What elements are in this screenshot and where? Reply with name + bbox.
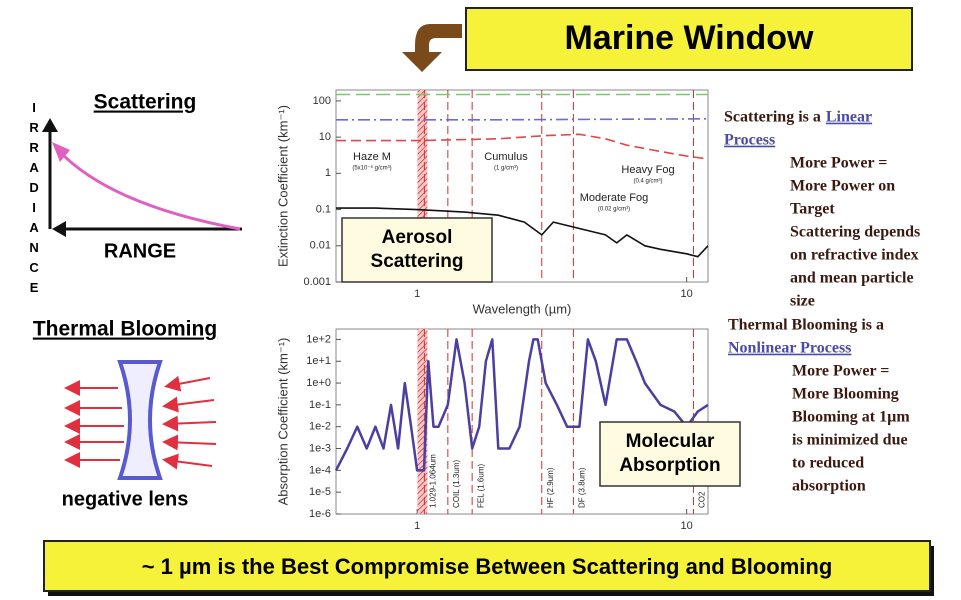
note-link: Linear [826, 109, 872, 126]
label-box-text: Molecular [626, 431, 715, 452]
y-tick-label: 1e-6 [309, 508, 331, 520]
series-density: (1 g/cm³) [494, 166, 518, 172]
scattering-title: Scattering [94, 91, 197, 114]
note-line: to reduced [792, 455, 864, 472]
series-label: Haze M [353, 151, 391, 163]
y-axis-label: Extinction Coefficient (km⁻¹) [275, 105, 290, 267]
title: Marine Window [564, 19, 814, 57]
x-axis-label: Wavelength (µm) [473, 301, 572, 316]
y-tick-label: 0.01 [310, 240, 331, 252]
series-label: Cumulus [484, 151, 528, 163]
note-line: More Power on [790, 178, 895, 195]
label-box-text: Absorption [619, 455, 720, 476]
y-tick-label: 1e-5 [309, 486, 331, 498]
note-line: is minimized due [792, 432, 908, 449]
laser-label: CO2 [698, 491, 707, 508]
y-tick-label: 1e-3 [309, 442, 331, 454]
y-tick-label: 0.001 [303, 276, 331, 288]
x-tick-label: 10 [681, 288, 693, 300]
series-label: Heavy Fog [621, 164, 674, 176]
label-box-text: Aerosol [382, 227, 453, 248]
y-tick-label: 10 [319, 131, 331, 143]
laser-label: 1.029-1.064um [429, 454, 438, 508]
slide: Marine Window Scattering IRRADIANCE RANG… [0, 0, 961, 600]
note-line: Scattering depends [790, 224, 920, 241]
laser-label: DF (3.8um) [578, 467, 587, 508]
x-tick-label: 10 [681, 520, 693, 532]
note-line: size [790, 293, 815, 310]
note-line: absorption [792, 478, 866, 495]
series-density: (0.02 g/cm³) [598, 207, 630, 213]
negative-lens [120, 362, 160, 478]
note-link: Nonlinear Process [728, 340, 851, 357]
laser-label: FEL (1.6um) [476, 464, 485, 508]
note-link: Process [724, 132, 775, 149]
note-line: More Blooming [792, 386, 899, 403]
series-density: (0.4 g/cm³) [633, 179, 662, 185]
y-tick-label: 1e+0 [306, 377, 331, 389]
note-line: and mean particle [790, 270, 914, 287]
note-line: Blooming at 1µm [792, 409, 910, 426]
range-label: RANGE [104, 240, 176, 262]
note-line: More Power = [790, 155, 887, 172]
x-tick-label: 1 [414, 288, 420, 300]
laser-label: COIL (1.3um) [452, 460, 461, 508]
y-tick-label: 100 [313, 95, 331, 107]
note-line: on refractive index [790, 247, 919, 264]
note-lead: Scattering is a [724, 109, 821, 126]
blooming-title: Thermal Blooming [33, 318, 217, 341]
note-line: More Power = [792, 363, 889, 380]
label-box-text: Scattering [371, 251, 464, 272]
y-tick-label: 1e-4 [309, 464, 331, 476]
irradiance-curve [58, 150, 240, 229]
axis-arrowhead [42, 118, 58, 132]
series-label: Moderate Fog [580, 192, 648, 204]
note-line: Target [790, 201, 835, 218]
note-lead: Thermal Blooming is a [728, 317, 884, 334]
laser-label: HF (2.9um) [546, 467, 555, 508]
series-density: (5x10⁻⁶ g/cm³) [352, 165, 391, 172]
footer-text: ~ 1 µm is the Best Compromise Between Sc… [142, 554, 833, 579]
y-tick-label: 1e-2 [309, 421, 331, 433]
y-tick-label: 1 [325, 167, 331, 179]
lens-caption: negative lens [62, 488, 189, 510]
header-arrow [402, 24, 462, 72]
y-axis-label: Absorption Coefficient (km⁻¹) [275, 338, 290, 506]
x-tick-label: 1 [414, 520, 420, 532]
y-tick-label: 1e+2 [306, 333, 331, 345]
axis-arrowhead [52, 221, 66, 237]
y-tick-label: 1e-1 [309, 399, 331, 411]
y-tick-label: 0.1 [316, 203, 331, 215]
irradiance-label: IRRADIANCE [27, 100, 42, 300]
y-tick-label: 1e+1 [306, 355, 331, 367]
